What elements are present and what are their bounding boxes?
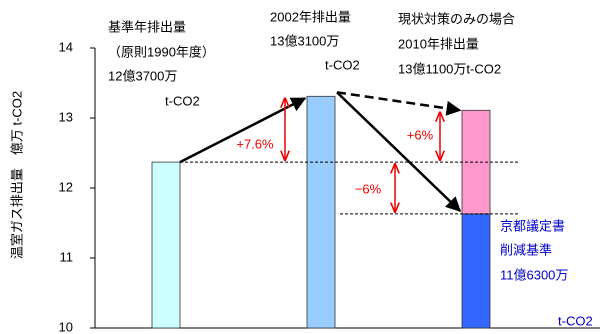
annotation: （原則1990年度）	[108, 44, 215, 59]
annotation: 2002年排出量	[270, 9, 351, 24]
annotation: t-CO2	[325, 57, 360, 72]
bar	[461, 213, 491, 329]
annotation: t-CO2	[558, 313, 593, 328]
y-axis-label: 温室ガス排出量 億万 t-CO2	[9, 91, 24, 259]
annotation: 2010年排出量	[398, 36, 479, 51]
y-tick-label: 11	[60, 249, 74, 264]
bar	[151, 161, 181, 329]
trend-arrow	[336, 91, 462, 212]
change-label: +7.6%	[236, 136, 274, 151]
annotation: 削減基準	[500, 242, 552, 257]
annotation: 11億6300万	[500, 267, 568, 282]
annotation: 12億3700万	[108, 68, 177, 83]
y-tick-label: 12	[59, 179, 73, 194]
y-tick-label: 14	[59, 39, 73, 54]
trend-arrow	[336, 91, 462, 116]
change-label: −6%	[355, 181, 382, 196]
y-tick-label: 13	[59, 109, 73, 124]
annotation: 現状対策のみの場合	[398, 11, 515, 26]
y-tick-label: 10	[59, 319, 73, 334]
annotation: 基準年排出量	[108, 19, 186, 34]
change-label: +6%	[407, 127, 434, 142]
annotation: t-CO2	[165, 93, 200, 108]
annotation: 13億1100万t-CO2	[398, 61, 501, 76]
annotation: 京都議定書	[500, 218, 565, 233]
annotation: 13億3100万	[270, 33, 339, 48]
bar	[306, 95, 336, 329]
